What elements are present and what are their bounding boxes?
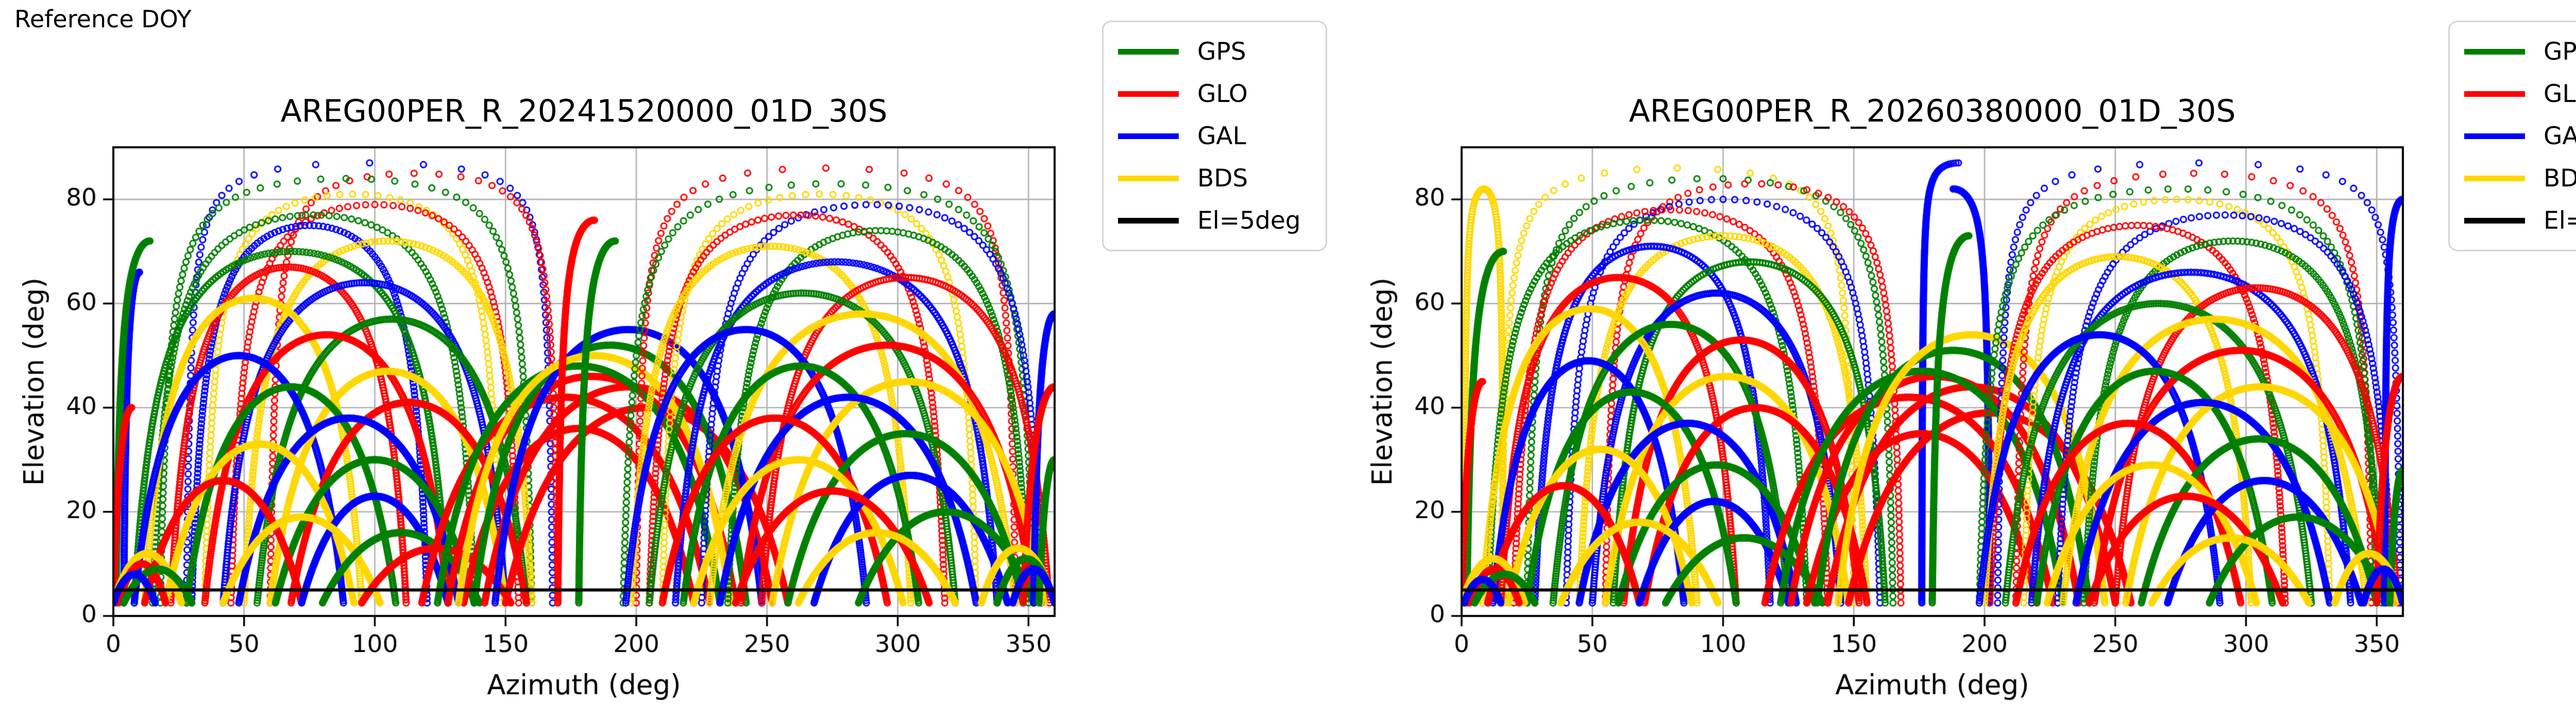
legend-item-label: GLO — [1197, 79, 1248, 108]
bds-line-swatch — [1118, 175, 1179, 181]
gal-line-swatch — [2464, 133, 2525, 139]
bds-line-swatch — [2464, 175, 2525, 181]
gal-line-swatch — [1118, 133, 1179, 139]
gps-line-swatch — [1118, 48, 1179, 55]
legend-item-gps: GPS — [2464, 40, 2576, 64]
glo-line-swatch — [1118, 91, 1179, 97]
plot2-title: AREG00PER_R_20260380000_01D_30S — [1629, 93, 2236, 129]
legend-item-el5deg: El=5deg — [2464, 209, 2576, 233]
legend-item-label: GAL — [1197, 122, 1246, 150]
legend-item-label: El=5deg — [1197, 206, 1301, 235]
plot1-title: AREG00PER_R_20241520000_01D_30S — [280, 93, 888, 129]
legend-item-gps: GPS — [1118, 40, 1320, 64]
el5deg-line-swatch — [1118, 217, 1179, 224]
el5deg-line-swatch — [2464, 217, 2525, 224]
legend-item-label: GLO — [2544, 79, 2576, 108]
legend-item-label: BDS — [1197, 164, 1248, 193]
plot1-legend: GPS GLO GAL BDS El=5deg — [1102, 21, 1327, 251]
glo-line-swatch — [2464, 91, 2525, 97]
legend-item-label: GPS — [2544, 37, 2576, 66]
legend-item-gal: GAL — [2464, 124, 2576, 148]
legend-item-label: El=5deg — [2544, 206, 2576, 235]
plot2-legend: GPS GLO GAL BDS El=5deg — [2448, 21, 2576, 251]
legend-item-gal: GAL — [1118, 124, 1320, 148]
legend-item-el5deg: El=5deg — [1118, 209, 1320, 233]
legend-item-label: GPS — [1197, 37, 1246, 66]
reference-doy-annotation: Reference DOY — [14, 5, 192, 33]
legend-item-label: BDS — [2544, 164, 2576, 193]
legend-item-bds: BDS — [1118, 166, 1320, 191]
legend-item-glo: GLO — [1118, 82, 1320, 106]
legend-item-bds: BDS — [2464, 166, 2576, 191]
gps-line-swatch — [2464, 48, 2525, 55]
legend-item-glo: GLO — [2464, 82, 2576, 106]
legend-item-label: GAL — [2544, 122, 2576, 150]
